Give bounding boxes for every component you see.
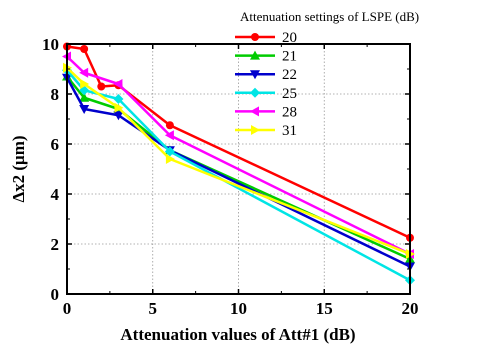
data-point (97, 82, 106, 91)
legend-item: 31 (235, 123, 297, 139)
legend-marker (251, 33, 259, 41)
data-point (114, 102, 124, 113)
y-tick-label: 0 (51, 285, 60, 304)
data-point (79, 105, 90, 114)
y-tick-label: 4 (51, 185, 60, 204)
series-layer (62, 42, 415, 286)
y-tick-label: 8 (51, 85, 60, 104)
tick-labels: 0 5 10 15 20 0 2 4 6 8 10 (42, 35, 419, 318)
data-point (113, 79, 123, 89)
legend-label: 22 (282, 67, 297, 83)
x-tick-label: 0 (63, 299, 72, 318)
data-point (80, 79, 90, 89)
legend-marker (251, 125, 260, 135)
legend-item: 25 (235, 86, 297, 102)
data-point (79, 67, 89, 78)
legend-item: 20 (235, 30, 297, 46)
data-point (113, 111, 124, 121)
data-point (79, 92, 90, 102)
y-axis-title: Δx2 (μm) (9, 135, 28, 202)
data-point (164, 130, 174, 141)
data-point (113, 94, 124, 104)
legend-marker (250, 106, 259, 117)
y-tick-label: 6 (51, 135, 60, 154)
y-tick-label: 2 (51, 235, 60, 254)
x-tick-label: 15 (316, 299, 333, 318)
legend-label: 28 (282, 104, 297, 120)
legend-marker (250, 87, 260, 98)
x-tick-label: 5 (149, 299, 158, 318)
x-tick-label: 10 (230, 299, 247, 318)
legend-title: Attenuation settings of LSPE (dB) (240, 9, 419, 24)
legend-label: 20 (282, 30, 297, 46)
data-point (164, 146, 175, 157)
y-tick-label: 10 (42, 35, 59, 54)
legend-item: 21 (235, 49, 297, 65)
legend-marker (250, 70, 260, 80)
legend-item: 22 (235, 67, 297, 83)
ticks (66, 43, 411, 295)
x-tick-label: 20 (402, 299, 419, 318)
legend-label: 25 (282, 86, 297, 102)
legend-label: 31 (282, 123, 297, 139)
data-point (165, 154, 175, 164)
x-axis-title: Attenuation values of Att#1 (dB) (120, 325, 355, 344)
legend-marker (250, 50, 260, 60)
data-point (165, 121, 174, 130)
data-point (80, 45, 89, 53)
legend-item: 28 (235, 104, 297, 120)
legend-label: 21 (282, 49, 297, 65)
legend: 20 21 22 25 28 31 (235, 30, 297, 139)
